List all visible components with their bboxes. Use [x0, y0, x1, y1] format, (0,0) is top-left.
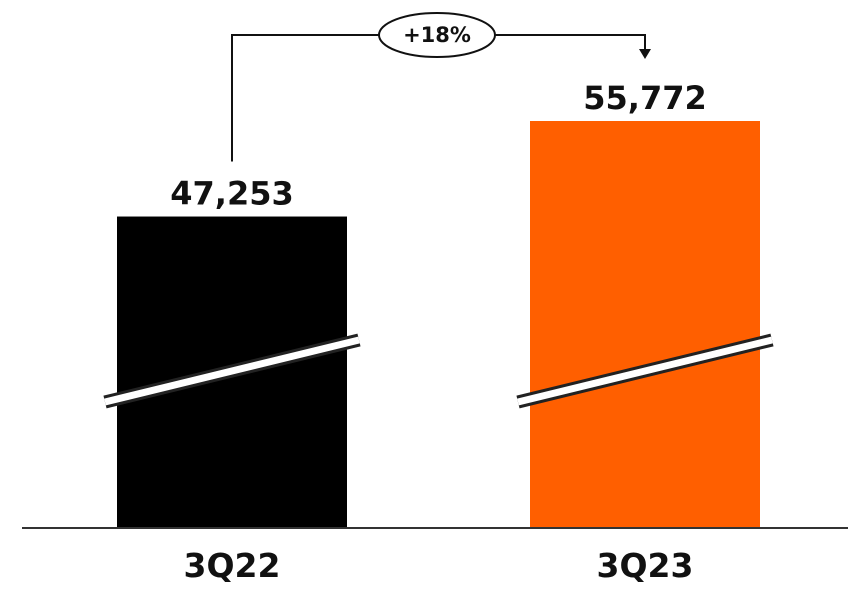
category-label-3q22: 3Q22	[184, 546, 281, 585]
axis-break-gap	[517, 336, 773, 406]
delta-arrowhead	[639, 49, 651, 59]
labels-group: 47,253 3Q22 55,772 3Q23	[170, 79, 706, 585]
value-label-3q23: 55,772	[583, 79, 706, 117]
bars-group	[117, 121, 760, 529]
delta-label: +18%	[403, 23, 471, 47]
delta-oval	[378, 12, 496, 58]
axis-break-gap	[104, 336, 360, 406]
change-annotation: +18%	[231, 12, 651, 162]
value-label-3q22: 47,253	[170, 175, 293, 213]
category-label-3q23: 3Q23	[597, 546, 694, 585]
axis-break-marks	[103, 333, 774, 409]
bar-3q23	[530, 121, 760, 528]
